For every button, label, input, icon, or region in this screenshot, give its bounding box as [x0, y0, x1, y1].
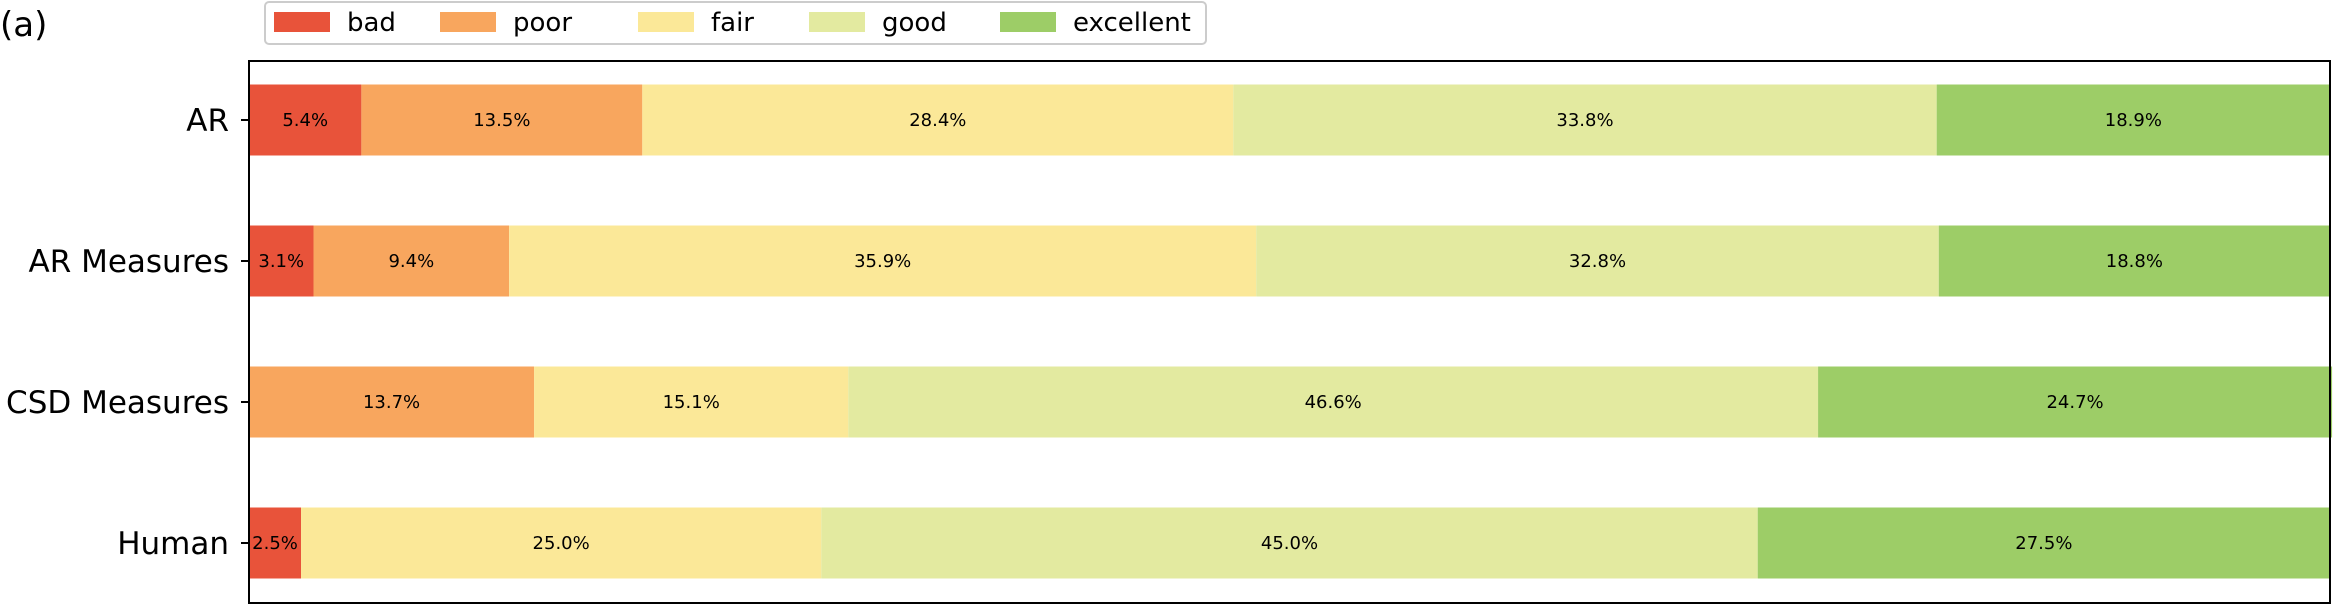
category-label-human: Human	[117, 526, 229, 562]
data-label-ar-measures-good: 32.8%	[1569, 251, 1626, 272]
bar-segment-ar-measures-poor	[313, 225, 510, 297]
data-label-csd-measures-excellent: 24.7%	[2046, 392, 2103, 413]
legend: bad poor fair good excellent	[264, 1, 1207, 45]
legend-item-excellent: excellent	[1000, 8, 1191, 38]
bar-row-ar: 5.4% 13.5% 28.4% 33.8% 18.9%	[249, 84, 2330, 156]
bar-segment-ar-excellent	[1936, 84, 2330, 156]
bar-segment-human-fair	[301, 507, 822, 579]
bar-row-ar-measures: 3.1% 9.4% 35.9% 32.8% 18.8%	[249, 225, 2330, 297]
bar-segment-ar-good	[1233, 84, 1937, 156]
bar-segment-human-bad	[249, 507, 302, 579]
legend-item-fair: fair	[638, 8, 754, 38]
plot-frame	[248, 60, 2331, 604]
legend-item-bad: bad	[274, 8, 396, 38]
bar-segment-ar-fair	[642, 84, 1234, 156]
bar-segment-csd-measures-good	[848, 366, 1819, 438]
category-labels: AR AR Measures CSD Measures Human	[6, 103, 249, 562]
data-label-ar-excellent: 18.9%	[2105, 110, 2162, 131]
bar-segment-ar-measures-bad	[249, 225, 314, 297]
bar-segment-ar-measures-good	[1256, 225, 1939, 297]
bar-row-csd-measures: 13.7% 15.1% 46.6% 24.7%	[249, 366, 2333, 438]
bar-segment-csd-measures-fair	[534, 366, 849, 438]
category-label-ar-measures: AR Measures	[28, 244, 229, 280]
data-label-ar-measures-poor: 9.4%	[388, 251, 434, 272]
bar-segment-ar-poor	[361, 84, 643, 156]
legend-label-fair: fair	[711, 8, 754, 38]
legend-label-good: good	[882, 8, 947, 38]
legend-swatch-poor	[440, 12, 496, 32]
data-label-csd-measures-poor: 13.7%	[363, 392, 420, 413]
category-label-csd-measures: CSD Measures	[6, 385, 229, 421]
data-label-human-fair: 25.0%	[533, 533, 590, 554]
legend-box	[264, 1, 1207, 45]
legend-swatch-bad	[274, 12, 330, 32]
bar-segment-csd-measures-poor	[249, 366, 535, 438]
legend-swatch-good	[809, 12, 865, 32]
bar-row-human: 2.5% 25.0% 45.0% 27.5%	[249, 507, 2330, 579]
data-label-ar-measures-excellent: 18.8%	[2106, 251, 2163, 272]
legend-swatch-fair	[638, 12, 694, 32]
bar-segment-ar-measures-excellent	[1938, 225, 2330, 297]
panel-label: (a)	[0, 5, 47, 45]
data-label-ar-measures-fair: 35.9%	[854, 251, 911, 272]
data-label-ar-fair: 28.4%	[909, 110, 966, 131]
bar-segment-human-good	[821, 507, 1758, 579]
data-label-csd-measures-good: 46.6%	[1305, 392, 1362, 413]
data-label-ar-measures-bad: 3.1%	[258, 251, 304, 272]
bar-segment-csd-measures-excellent	[1818, 366, 2333, 438]
legend-swatch-excellent	[1000, 12, 1056, 32]
legend-label-poor: poor	[513, 8, 572, 38]
plot-border	[248, 60, 2331, 604]
data-label-human-good: 45.0%	[1261, 533, 1318, 554]
legend-label-bad: bad	[347, 8, 396, 38]
legend-label-excellent: excellent	[1073, 8, 1191, 38]
data-label-ar-poor: 13.5%	[473, 110, 530, 131]
bar-segment-ar-measures-fair	[509, 225, 1257, 297]
data-label-csd-measures-fair: 15.1%	[663, 392, 720, 413]
legend-item-good: good	[809, 8, 947, 38]
data-label-ar-bad: 5.4%	[282, 110, 328, 131]
data-label-human-bad: 2.5%	[252, 533, 298, 554]
data-label-human-excellent: 27.5%	[2015, 533, 2072, 554]
bar-segment-ar-bad	[249, 84, 362, 156]
data-label-ar-good: 33.8%	[1556, 110, 1613, 131]
category-label-ar: AR	[186, 103, 229, 139]
bars: 5.4% 13.5% 28.4% 33.8% 18.9% 3.1% 9.4% 35.9% 32.…	[249, 84, 2333, 579]
bar-segment-human-excellent	[1757, 507, 2330, 579]
legend-item-poor: poor	[440, 8, 572, 38]
